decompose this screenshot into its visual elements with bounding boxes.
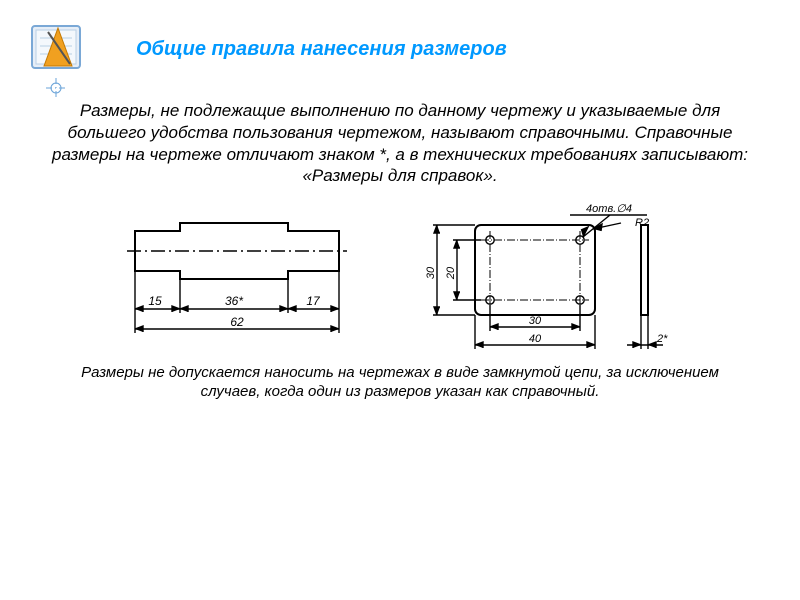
dim-30w: 30	[529, 315, 542, 327]
footer-paragraph: Размеры не допускается наносить на черте…	[0, 360, 800, 410]
drawings-row: 15 36* 17 62	[0, 195, 800, 360]
page-title: Общие правила нанесения размеров	[136, 38, 507, 61]
dim-20: 20	[445, 266, 457, 280]
dim-17: 17	[306, 294, 321, 308]
dim-62: 62	[230, 315, 244, 329]
dim-40: 40	[529, 333, 542, 345]
drawing-left: 15 36* 17 62	[105, 201, 355, 356]
body-paragraph: Размеры, не подлежащие выполнению по дан…	[0, 86, 800, 195]
dim-15: 15	[148, 294, 162, 308]
note-4holes: 4отв.∅4	[586, 203, 632, 215]
dim-r2: R2	[635, 217, 649, 229]
drafting-icon	[28, 20, 86, 78]
drawing-right: 30 20 30 40 4отв.∅4 R2 2*	[395, 201, 695, 356]
dim-30h: 30	[425, 266, 437, 279]
dim-36star: 36*	[225, 294, 243, 308]
header: Общие правила нанесения размеров	[0, 0, 800, 86]
dim-2star: 2*	[656, 333, 668, 345]
